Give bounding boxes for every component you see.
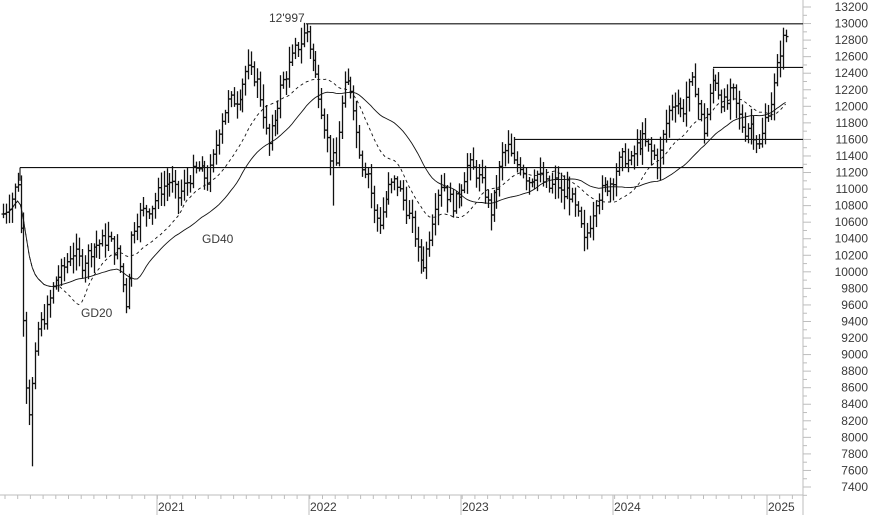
gd40-label: GD40 bbox=[202, 232, 234, 246]
gd20-line bbox=[2, 78, 786, 306]
y-tick-label: 11000 bbox=[836, 182, 869, 196]
x-axis: 2021 2022 2023 2024 2025 bbox=[0, 494, 803, 515]
y-tick-label: 11600 bbox=[836, 132, 869, 146]
y-tick-label: 7600 bbox=[841, 463, 868, 477]
y-tick-label: 9200 bbox=[841, 331, 868, 345]
y-tick-label: 13000 bbox=[835, 17, 869, 31]
y-axis: 13200 13000 12800 12600 12400 12200 12000 11800… bbox=[802, 0, 869, 515]
y-tick-label: 8200 bbox=[841, 414, 868, 428]
y-tick-label: 10600 bbox=[835, 215, 869, 229]
y-tick-label: 9600 bbox=[841, 298, 868, 312]
y-tick-label: 9400 bbox=[841, 314, 868, 328]
y-tick-label: 12600 bbox=[835, 50, 869, 64]
y-tick-label: 13200 bbox=[835, 0, 869, 14]
y-tick-label: 9000 bbox=[841, 348, 868, 362]
y-tick-label: 12800 bbox=[835, 33, 869, 47]
x-tick-label: 2025 bbox=[768, 500, 795, 514]
y-tick-label: 9800 bbox=[841, 281, 868, 295]
y-tick-label: 7400 bbox=[841, 480, 868, 494]
y-tick-label: 8600 bbox=[841, 381, 868, 395]
horizontal-levels bbox=[19, 23, 803, 181]
x-tick-label: 2023 bbox=[462, 500, 489, 514]
y-tick-label: 10400 bbox=[835, 232, 869, 246]
y-tick-label: 12400 bbox=[835, 66, 869, 80]
y-tick-label: 7800 bbox=[841, 447, 868, 461]
gd40-line bbox=[2, 91, 786, 287]
y-tick-label: 11200 bbox=[836, 166, 869, 180]
y-tick-label: 8000 bbox=[841, 430, 868, 444]
y-tick-label: 10200 bbox=[835, 248, 869, 262]
y-tick-label: 12200 bbox=[835, 83, 869, 97]
x-tick-label: 2022 bbox=[310, 500, 337, 514]
gd20-label: GD20 bbox=[81, 306, 113, 320]
y-tick-label: 10800 bbox=[835, 199, 869, 213]
x-tick-label: 2021 bbox=[158, 500, 185, 514]
y-tick-label: 8400 bbox=[841, 397, 868, 411]
y-tick-label: 11400 bbox=[836, 149, 869, 163]
x-tick-label: 2024 bbox=[614, 500, 641, 514]
y-tick-label: 12000 bbox=[835, 99, 869, 113]
high-label: 12'997 bbox=[269, 11, 305, 25]
y-tick-label: 8800 bbox=[841, 364, 868, 378]
y-tick-label: 11800 bbox=[836, 116, 869, 130]
y-tick-label: 10000 bbox=[835, 265, 869, 279]
price-bars bbox=[1, 22, 789, 467]
